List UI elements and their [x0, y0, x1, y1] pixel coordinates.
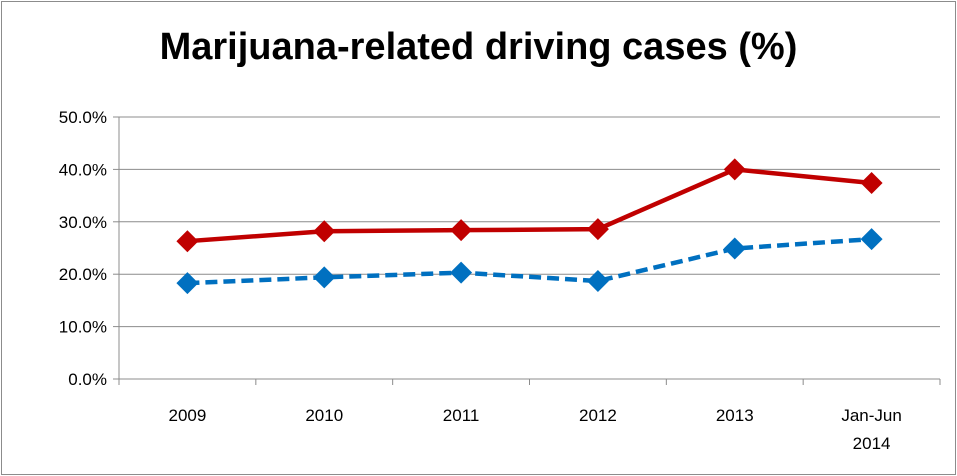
x-tick-label: Jan-Jun 2014 [841, 406, 901, 453]
series-1-marker [450, 219, 472, 241]
series-2-marker [450, 262, 472, 284]
x-axis-tick-labels: 2009 2010 2011 2012 2013 Jan-Jun 2014 [169, 406, 902, 453]
y-tick-label: 20.0% [59, 265, 107, 284]
x-tick-label: 2012 [579, 406, 617, 425]
x-tick-label: 2010 [305, 406, 343, 425]
series-1-marker [176, 230, 198, 252]
series-1-line [187, 169, 871, 241]
y-tick-label: 30.0% [59, 213, 107, 232]
series-2-marker [176, 272, 198, 294]
series-1-marker [313, 220, 335, 242]
y-tick-label: 40.0% [59, 160, 107, 179]
series-1-marker [861, 172, 883, 194]
x-tick-label: 2009 [169, 406, 207, 425]
series-1-marker [724, 158, 746, 180]
series-2-marker [313, 266, 335, 288]
y-tick-label: 0.0% [68, 370, 107, 389]
y-tick-label: 10.0% [59, 318, 107, 337]
gridlines [119, 117, 940, 327]
y-tick-label: 50.0% [59, 108, 107, 127]
series-2-line [187, 239, 871, 283]
x-tick-label: 2011 [443, 406, 480, 425]
series-2-marker [587, 270, 609, 292]
series-2-marker [861, 228, 883, 250]
axes [113, 117, 940, 385]
x-tick-label: 2013 [716, 406, 754, 425]
series-2-marker [724, 238, 746, 260]
y-axis-tick-labels: 0.0% 10.0% 20.0% 30.0% 40.0% 50.0% [59, 108, 107, 389]
